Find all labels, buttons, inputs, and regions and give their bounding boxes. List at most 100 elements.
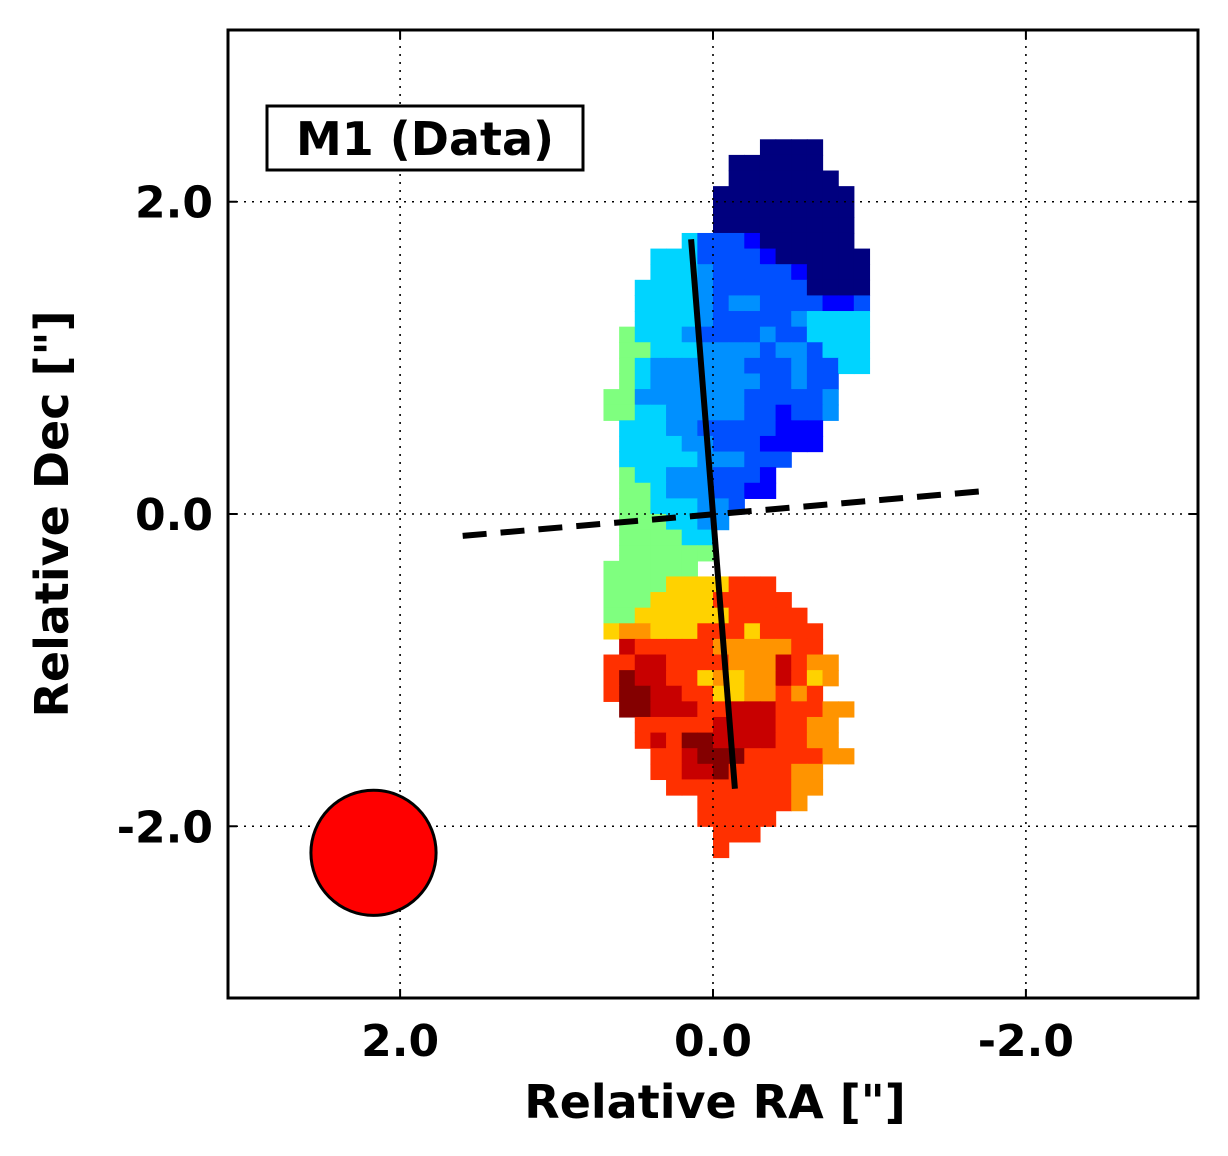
velocity-pixel [681, 357, 698, 375]
velocity-pixel [775, 420, 792, 437]
velocity-pixel [728, 279, 745, 297]
velocity-pixel [775, 654, 792, 671]
velocity-pixel [838, 264, 855, 281]
velocity-pixel [744, 576, 761, 593]
velocity-pixel [853, 295, 871, 312]
velocity-pixel [744, 638, 761, 656]
velocity-pixel [634, 420, 652, 437]
velocity-pixel [775, 186, 792, 203]
velocity-pixel [634, 716, 652, 734]
velocity-pixel [619, 326, 636, 343]
velocity-pixel [806, 139, 824, 156]
velocity-pixel [681, 498, 698, 515]
velocity-pixel [697, 763, 714, 781]
velocity-pixel [838, 357, 855, 375]
velocity-pixel [666, 451, 683, 468]
velocity-pixel [666, 592, 683, 609]
velocity-pixel [759, 607, 777, 624]
velocity-pixel [619, 654, 636, 671]
velocity-pixel [759, 342, 777, 359]
velocity-pixel [806, 748, 824, 765]
velocity-pixel [650, 685, 667, 702]
velocity-pixel [619, 638, 636, 656]
velocity-pixel [697, 279, 714, 297]
velocity-pixel [744, 607, 761, 624]
velocity-pixel [713, 467, 730, 484]
velocity-pixel [744, 732, 761, 749]
velocity-pixel [728, 592, 745, 609]
velocity-pixel [666, 389, 683, 406]
velocity-pixel [744, 795, 761, 812]
velocity-pixel [634, 482, 652, 499]
velocity-pixel [775, 685, 792, 702]
velocity-pixel [791, 170, 808, 187]
velocity-pixel [806, 701, 824, 718]
velocity-pixel [634, 514, 652, 531]
velocity-pixel [681, 623, 698, 640]
velocity-pixel [791, 685, 808, 702]
velocity-pixel [666, 670, 683, 687]
velocity-pixel [744, 779, 761, 796]
velocity-pixel [634, 545, 652, 562]
velocity-pixel [728, 654, 745, 671]
velocity-pixel [666, 763, 683, 781]
velocity-pixel [697, 701, 714, 718]
velocity-pixel [713, 186, 730, 203]
velocity-pixel [634, 529, 652, 546]
velocity-pixel [791, 404, 808, 421]
velocity-pixel [744, 186, 761, 203]
velocity-pixel [713, 732, 730, 749]
velocity-pixel [697, 545, 714, 562]
velocity-pixel [744, 826, 761, 843]
velocity-pixel [650, 482, 667, 499]
velocity-pixel [744, 748, 761, 765]
velocity-pixel [650, 607, 667, 624]
velocity-pixel [744, 810, 761, 827]
velocity-pixel [791, 279, 808, 297]
velocity-pixel [791, 311, 808, 328]
velocity-pixel [713, 311, 730, 328]
velocity-pixel [806, 154, 824, 172]
velocity-pixel [744, 763, 761, 781]
velocity-pixel [728, 467, 745, 484]
velocity-pixel [666, 498, 683, 515]
velocity-pixel [759, 154, 777, 172]
velocity-pixel [697, 248, 714, 265]
velocity-pixel [728, 170, 745, 187]
velocity-pixel [838, 201, 855, 218]
velocity-pixel [744, 701, 761, 718]
velocity-pixel [650, 638, 667, 656]
velocity-pixel [853, 248, 871, 265]
velocity-pixel [681, 732, 698, 749]
velocity-pixel [728, 373, 745, 390]
velocity-pixel [806, 279, 824, 297]
velocity-pixel [838, 342, 855, 359]
velocity-pixel [634, 357, 652, 375]
velocity-pixel [681, 389, 698, 406]
velocity-pixel [775, 404, 792, 421]
velocity-pixel [806, 638, 824, 656]
velocity-pixel [619, 451, 636, 468]
velocity-pixel [744, 248, 761, 265]
velocity-pixel [697, 810, 714, 827]
velocity-pixel [650, 467, 667, 484]
velocity-pixel [775, 248, 792, 265]
velocity-pixel [634, 295, 652, 312]
velocity-pixel [806, 373, 824, 390]
velocity-pixel [791, 217, 808, 234]
velocity-pixel [728, 623, 745, 640]
x-tick-label: 0.0 [674, 1016, 752, 1067]
velocity-pixel [759, 701, 777, 718]
velocity-pixel [697, 654, 714, 671]
y-tick-label: 0.0 [135, 490, 213, 541]
velocity-pixel [806, 389, 824, 406]
velocity-pixel [697, 779, 714, 796]
velocity-pixel [822, 279, 839, 297]
velocity-pixel [838, 217, 855, 234]
velocity-pixel [634, 342, 652, 359]
x-tick-label: 2.0 [361, 1016, 439, 1067]
velocity-pixel [728, 248, 745, 265]
velocity-pixel [775, 357, 792, 375]
velocity-pixel [666, 779, 683, 796]
velocity-pixel [791, 373, 808, 390]
